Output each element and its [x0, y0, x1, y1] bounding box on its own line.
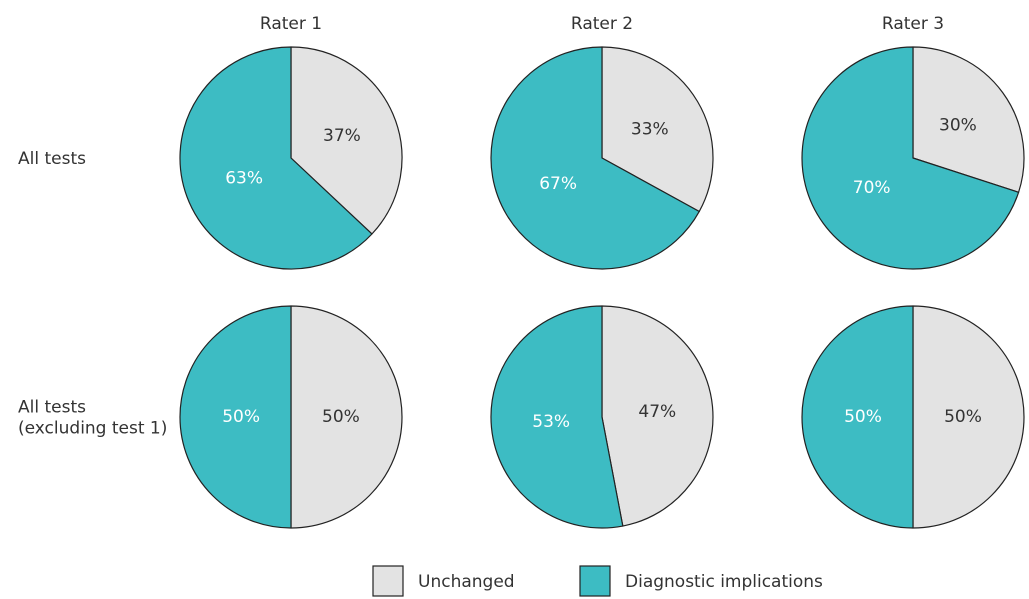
slice-label-diagnostic-implications: 70% [853, 178, 891, 198]
legend-item-diagnostic-implications: Diagnostic implications [579, 565, 823, 597]
slice-label-unchanged: 50% [322, 407, 360, 427]
column-titles: Rater 1 Rater 2 Rater 3 [260, 14, 944, 34]
slice-label-diagnostic-implications: 53% [532, 412, 570, 432]
slice-label-diagnostic-implications: 67% [539, 174, 577, 194]
slice-diagnostic-implications [179, 46, 373, 270]
row-labels: All tests All tests (excluding test 1) [18, 149, 167, 439]
legend-swatch [579, 565, 611, 597]
pie-1-1: 37% 63% [179, 46, 403, 270]
slice-unchanged [912, 305, 1025, 529]
slice-unchanged [601, 305, 714, 527]
slice-label-unchanged: 50% [944, 407, 982, 427]
pie-1-2: 33% 67% [490, 46, 714, 270]
legend-item-unchanged: Unchanged [372, 565, 515, 597]
slice-label-unchanged: 47% [638, 402, 676, 422]
column-title-rater-3: Rater 3 [882, 14, 944, 34]
slice-label-unchanged: 30% [939, 115, 977, 135]
pie-2-2: 47% 53% [490, 305, 714, 529]
slice-diagnostic-implications [801, 46, 1020, 270]
legend-swatch [372, 565, 404, 597]
pie-2-1: 50% 50% [179, 305, 403, 529]
column-title-rater-2: Rater 2 [571, 14, 633, 34]
legend-label: Diagnostic implications [625, 572, 823, 592]
slice-label-diagnostic-implications: 63% [225, 168, 263, 188]
slice-unchanged [290, 46, 403, 235]
slice-label-diagnostic-implications: 50% [844, 407, 882, 427]
slice-label-unchanged: 37% [323, 126, 361, 146]
slice-label-unchanged: 33% [631, 120, 669, 140]
pie-2-3: 50% 50% [801, 305, 1025, 529]
slice-label-diagnostic-implications: 50% [222, 407, 260, 427]
legend-label: Unchanged [418, 572, 515, 592]
slice-unchanged [290, 305, 403, 529]
pie-1-3: 30% 70% [801, 46, 1025, 270]
row-label-2: All tests (excluding test 1) [18, 398, 167, 439]
slice-unchanged [912, 46, 1025, 193]
pies: 37% 63% 33% 67% 30% 70% 50% 50% 47% 53% 50% 50% [179, 46, 1025, 529]
row-label-1: All tests [18, 149, 86, 169]
column-title-rater-1: Rater 1 [260, 14, 322, 34]
slice-diagnostic-implications [490, 305, 624, 529]
slice-diagnostic-implications [490, 46, 700, 270]
slice-unchanged [601, 46, 714, 213]
slice-diagnostic-implications [801, 305, 914, 529]
slice-diagnostic-implications [179, 305, 292, 529]
legend: Unchanged Diagnostic implications [372, 565, 823, 597]
